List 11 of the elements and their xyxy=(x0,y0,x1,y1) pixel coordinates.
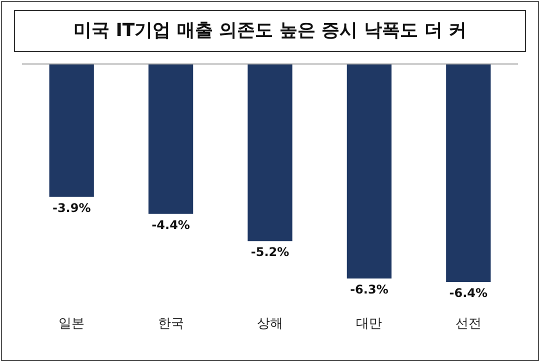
x-tick-label: 일본 xyxy=(58,316,85,332)
data-label: -6.3% xyxy=(350,282,388,297)
data-label: -6.4% xyxy=(449,286,488,300)
chart-title: 미국 IT기업 매출 의존도 높은 증시 낙폭도 더 커 xyxy=(14,10,526,52)
data-label: -4.4% xyxy=(152,218,190,232)
x-tick-label: 한국 xyxy=(158,316,184,332)
x-tick-label: 대만 xyxy=(356,316,382,332)
data-label: -5.2% xyxy=(250,245,290,260)
data-label: -3.9% xyxy=(52,200,91,215)
x-tick-label: 상해 xyxy=(257,316,283,332)
x-tick-label: 선전 xyxy=(455,316,482,332)
